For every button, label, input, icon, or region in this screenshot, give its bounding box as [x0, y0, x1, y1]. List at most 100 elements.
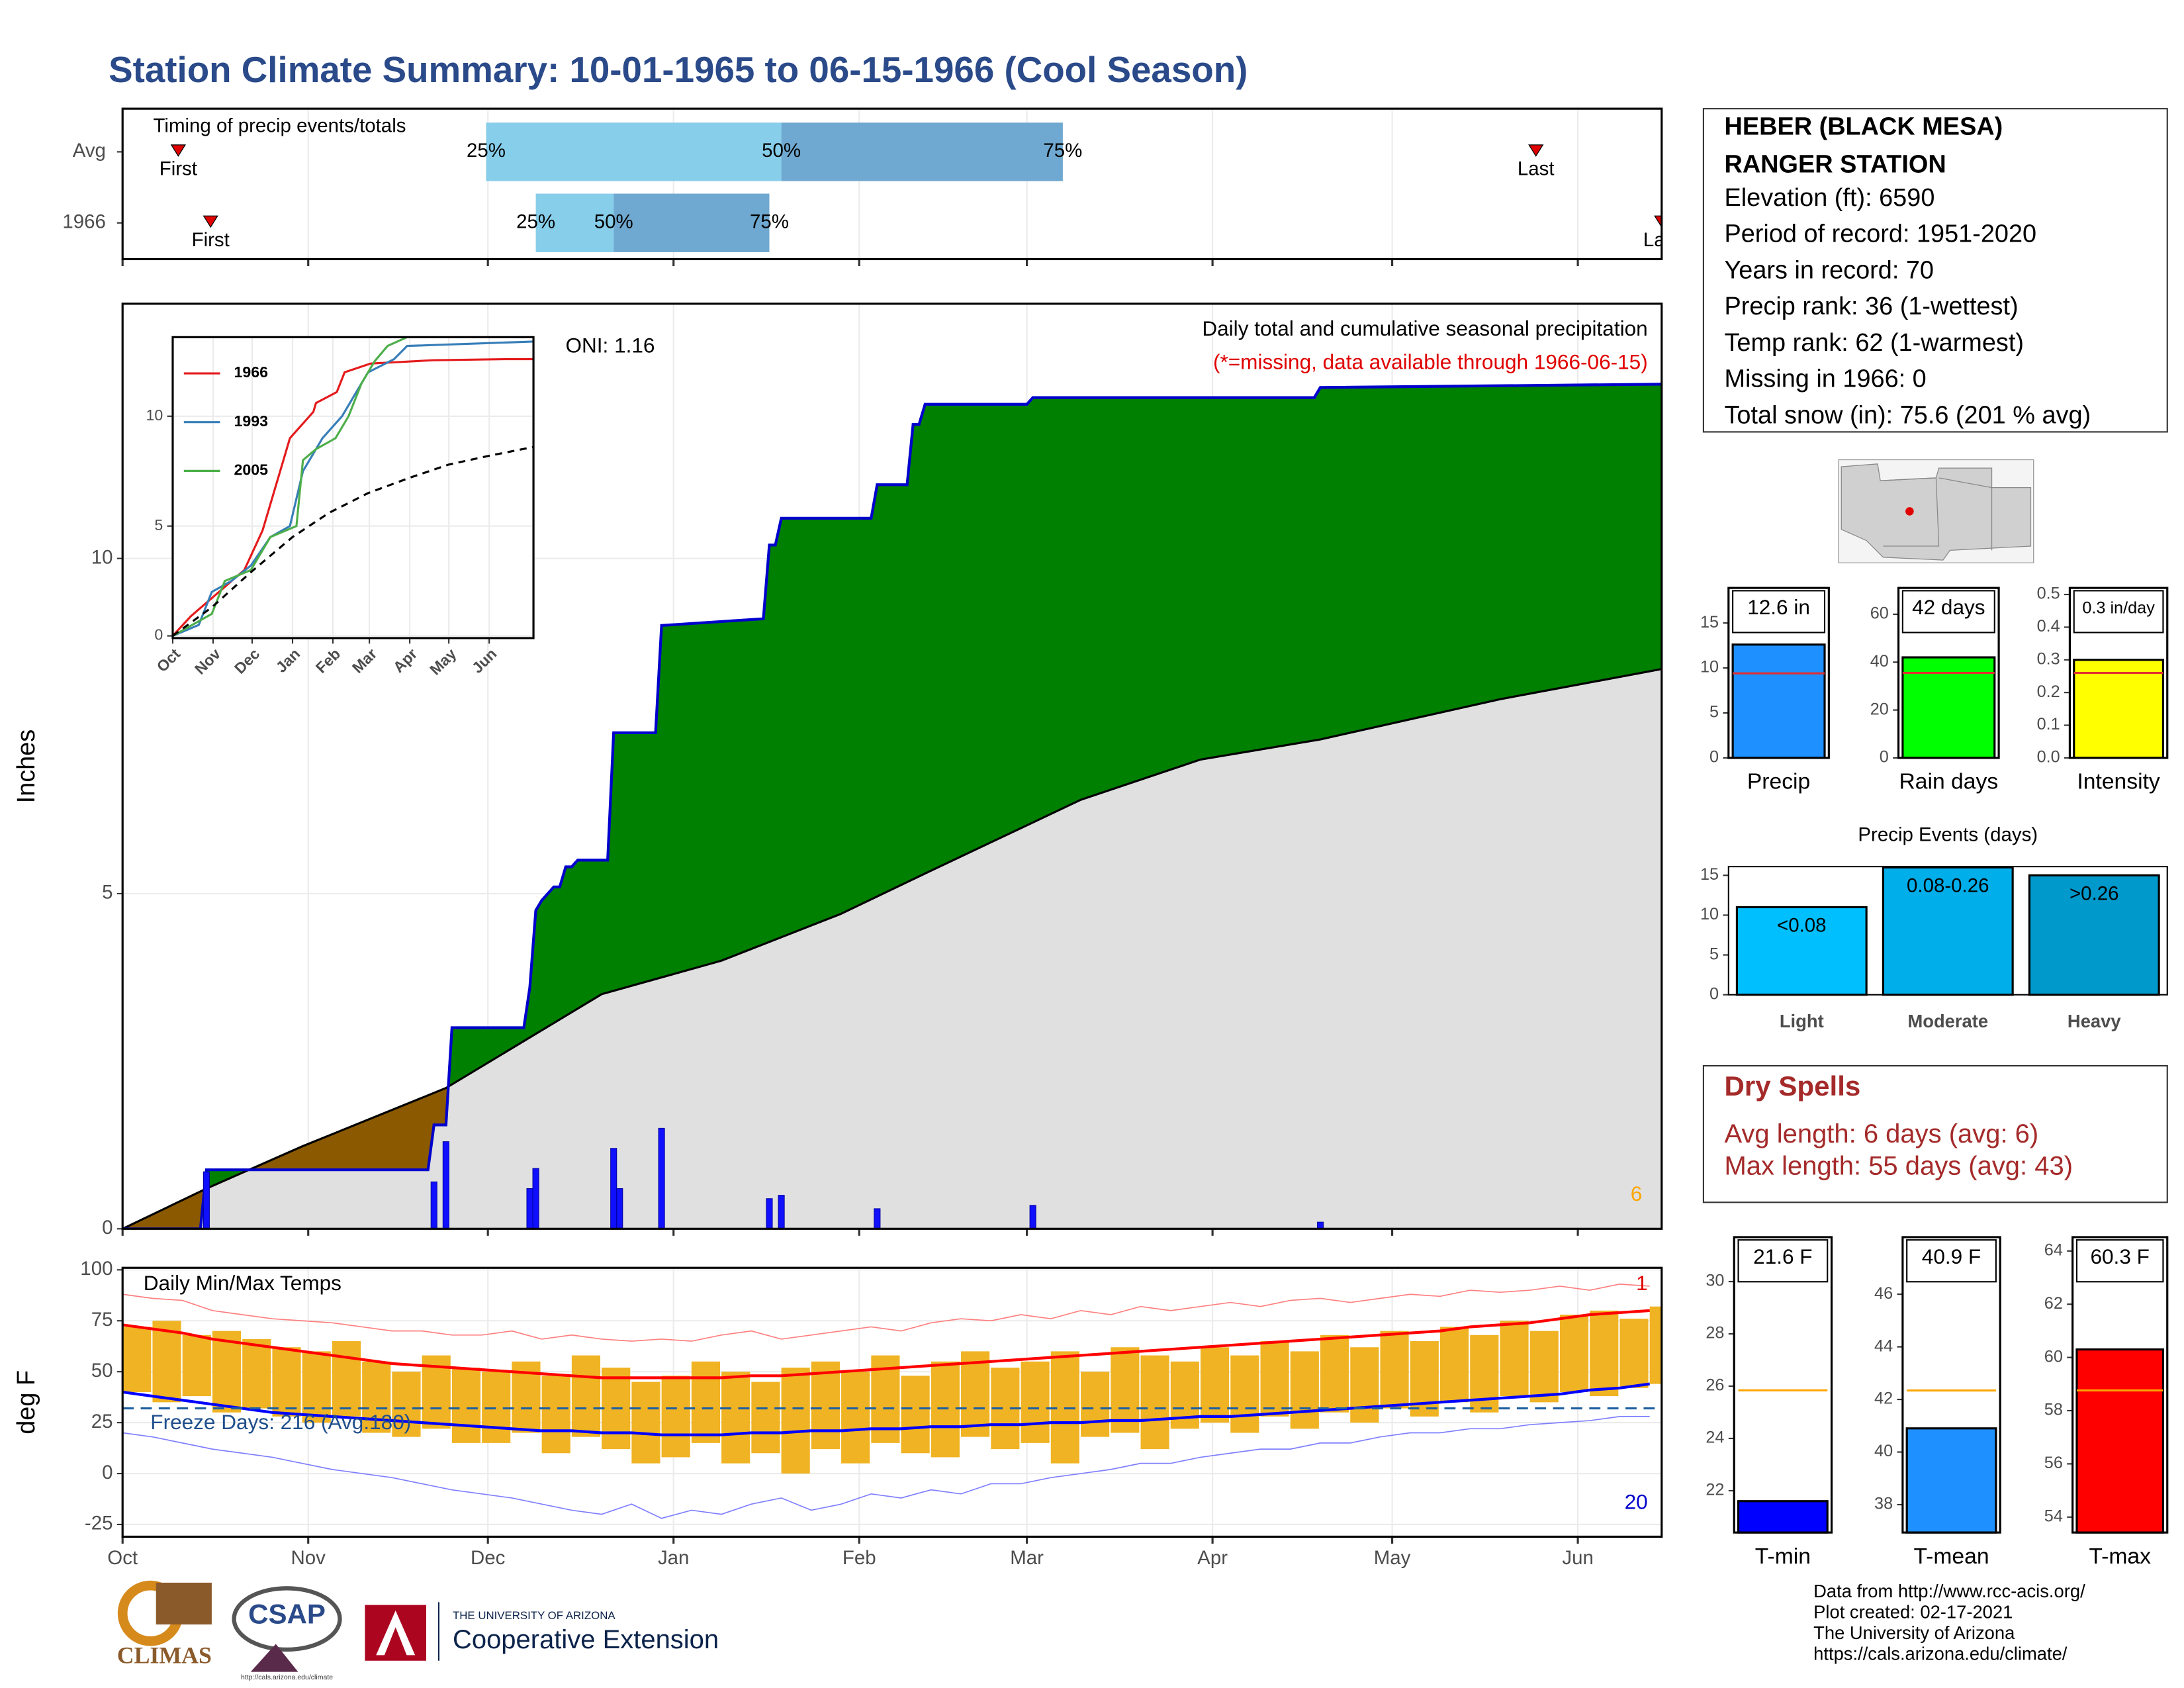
event-label: First — [192, 229, 230, 251]
daily-bar — [532, 1168, 539, 1229]
y-tick-label: 26 — [1706, 1376, 1724, 1395]
temp-bar — [571, 1355, 601, 1437]
value-label-box — [1901, 590, 1995, 633]
station-name: RANGER STATION — [1724, 150, 1946, 178]
series-line — [172, 357, 534, 637]
panel-frame — [1901, 1236, 2001, 1534]
station-line: Precip rank: 36 (1-wettest) — [1724, 293, 2018, 320]
plot-area: 1966 1993 2005 — [172, 337, 534, 638]
x-tick-label: Dec — [471, 1547, 505, 1569]
temp-bar — [272, 1347, 301, 1417]
temp-bar — [1439, 1327, 1469, 1403]
y-tick-label: 0.0 — [2037, 748, 2060, 767]
station-line: Temp rank: 62 (1-warmest) — [1724, 329, 2024, 357]
temp-bar — [1590, 1310, 1619, 1397]
y-tick-label: 25 — [91, 1411, 113, 1432]
logos: CLIMAS CSAP http://cals.arizona.edu/clim… — [117, 1580, 719, 1681]
panel-frame — [171, 336, 535, 639]
event-marker — [170, 144, 187, 157]
event-marker — [203, 215, 218, 228]
y-tick-label: 46 — [1874, 1284, 1893, 1303]
temp-bar — [811, 1361, 840, 1450]
y-tick-label: 0 — [102, 1462, 113, 1483]
temp-bar — [182, 1335, 211, 1397]
y-tick-label: 5 — [1709, 703, 1719, 722]
panel-subtitle: (*=missing, data available through 1966-… — [1213, 350, 1648, 374]
y-tick-label: 10 — [1700, 658, 1719, 677]
footer-line: Data from http://www.rcc-acis.org/ — [1813, 1581, 2085, 1601]
y-tick-label: 10 — [1700, 905, 1719, 923]
csap-url: http://cals.arizona.edu/climate — [241, 1673, 333, 1681]
y-tick-label: 10 — [91, 546, 113, 568]
y-tick-label: 75 — [91, 1309, 113, 1331]
y-tick-label: 40 — [1874, 1442, 1893, 1460]
bar — [2075, 1348, 2165, 1534]
panel-frame — [1733, 1236, 1833, 1534]
station-line: Total snow (in): 75.6 (201 % avg) — [1724, 401, 2091, 429]
footer-line: https://cals.arizona.edu/climate/ — [1813, 1644, 2068, 1664]
bar — [1737, 1500, 1829, 1534]
temp-bar — [751, 1382, 780, 1454]
value-label: 60.3 F — [2090, 1244, 2149, 1268]
event-marker — [1528, 144, 1544, 157]
event-label: Last — [1643, 229, 1680, 251]
panel-frame — [121, 1266, 1663, 1538]
value-label-box — [1906, 1239, 1997, 1283]
y-axis-label: deg F — [13, 1370, 40, 1434]
climas-logo — [156, 1582, 212, 1625]
bar — [1731, 643, 1826, 759]
footer: Data from http://www.rcc-acis.org/Plot c… — [1813, 1581, 2085, 1664]
csap-mountain — [250, 1644, 298, 1672]
row-label: Avg — [73, 140, 106, 162]
y-tick-label: 0.5 — [2037, 585, 2060, 603]
value-label-box — [2073, 590, 2164, 633]
temp-bar — [212, 1331, 242, 1413]
station-location — [1905, 507, 1914, 516]
panel-frame — [1727, 866, 2168, 996]
value-label: 21.6 F — [1753, 1244, 1812, 1268]
temp-bar — [541, 1376, 570, 1454]
y-tick-label: 28 — [1706, 1324, 1724, 1342]
temp-bar — [152, 1321, 181, 1403]
y-tick-label: 0 — [102, 1217, 113, 1239]
coop-text: Cooperative Extension — [453, 1625, 719, 1654]
climas-text: CLIMAS — [117, 1642, 212, 1669]
value-label-box — [1737, 1239, 1829, 1283]
y-tick-label: 30 — [1706, 1272, 1724, 1290]
y-axis-label: Inches — [13, 729, 40, 804]
x-tick-label: May — [1374, 1547, 1411, 1569]
quartile-label: 25% — [467, 140, 506, 162]
station-name: HEBER (BLACK MESA) — [1724, 113, 2003, 141]
plot-area: Daily Min/Max Temps Freeze Days: 216 (Avg… — [122, 1268, 1662, 1537]
value-label: 12.6 in — [1747, 595, 1810, 619]
annotation: ONI: 1.16 — [565, 333, 655, 357]
y-tick-label: 64 — [2044, 1241, 2063, 1260]
y-tick-label: 15 — [1700, 865, 1719, 884]
temp-bar — [1619, 1319, 1649, 1388]
bar-label: <0.08 — [1777, 915, 1827, 937]
map — [1838, 459, 2034, 563]
y-tick-label: 0 — [1709, 748, 1719, 767]
series-line — [172, 337, 534, 637]
daily-bar — [766, 1198, 773, 1229]
y-tick-label: 44 — [1874, 1336, 1893, 1355]
temp-bar — [661, 1376, 690, 1458]
x-tick-label: Light — [1780, 1011, 1824, 1031]
temp-bar — [1230, 1355, 1259, 1433]
quartile-bar — [614, 193, 770, 252]
y-tick-label: 22 — [1706, 1481, 1724, 1499]
temp-bar — [781, 1368, 810, 1474]
corner-label: 20 — [1625, 1489, 1648, 1513]
y-tick-label: 60 — [1870, 604, 1889, 623]
temp-bar — [961, 1351, 990, 1437]
station-line: Missing in 1966: 0 — [1724, 365, 1926, 393]
daily-bar — [430, 1181, 437, 1229]
y-tick-label: 24 — [1706, 1429, 1724, 1447]
panel-frame — [1897, 586, 2000, 759]
bar — [1735, 906, 1868, 996]
annotation: Freeze Days: 216 (Avg:180) — [150, 1410, 411, 1434]
temp-line — [122, 1309, 1650, 1380]
row-label: 1966 — [62, 211, 106, 233]
